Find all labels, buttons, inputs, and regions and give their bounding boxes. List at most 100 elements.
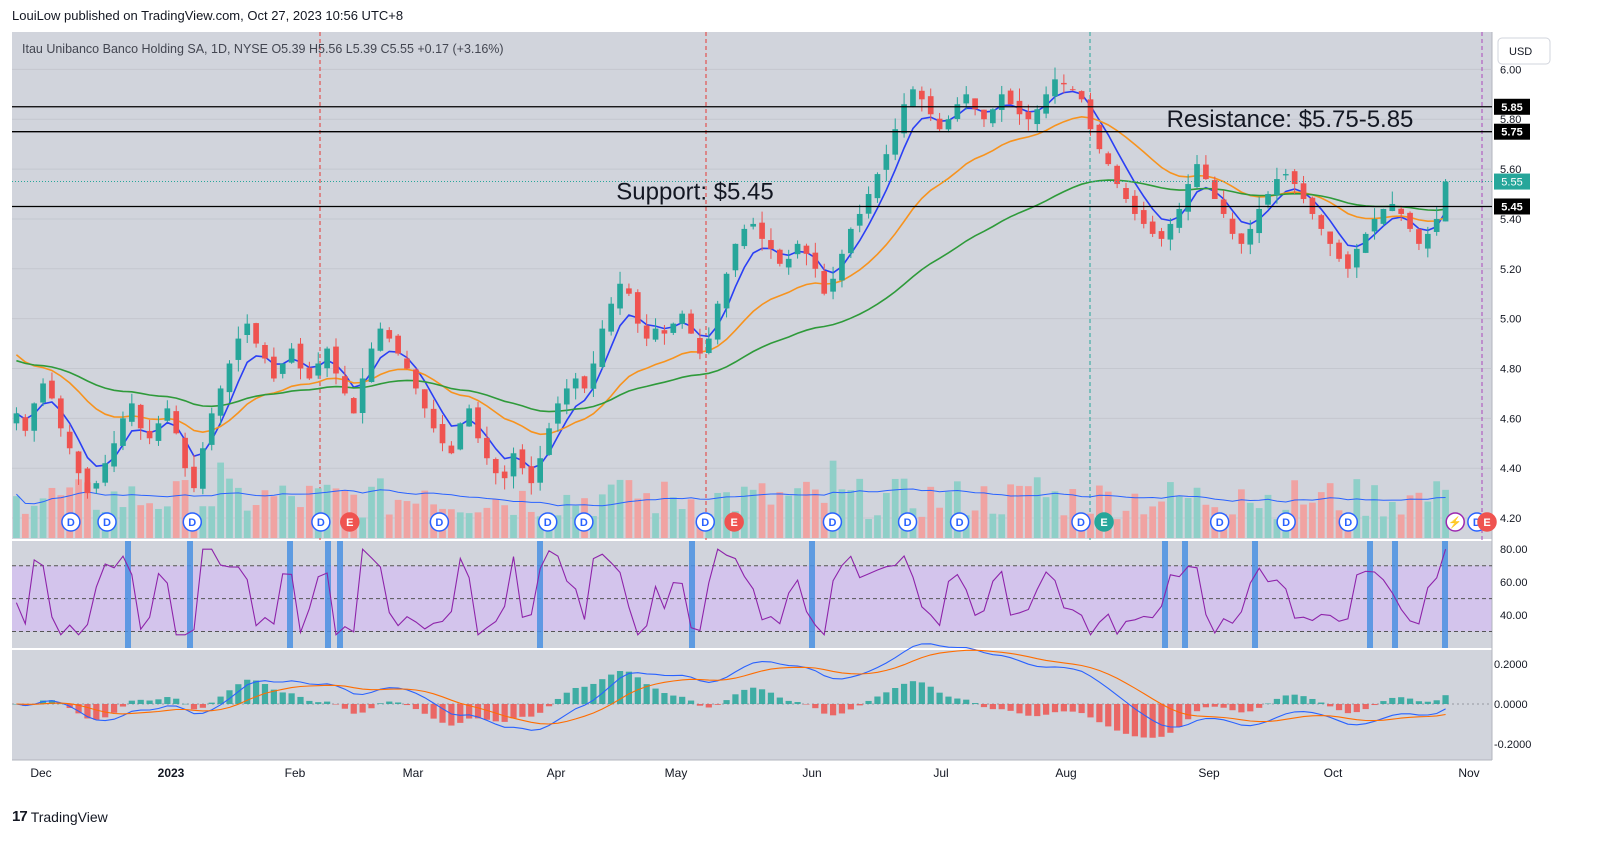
volume-bar bbox=[723, 492, 730, 538]
candle-body bbox=[1282, 174, 1289, 176]
macd-histogram-bar bbox=[821, 704, 828, 714]
macd-histogram-bar bbox=[661, 693, 668, 704]
volume-bar bbox=[1442, 489, 1449, 538]
marker-label: E bbox=[346, 517, 353, 529]
dividend-marker[interactable]: D bbox=[1209, 512, 1230, 532]
marker-circle bbox=[1445, 512, 1465, 532]
rsi-signal-highlight bbox=[337, 541, 343, 648]
candle bbox=[501, 465, 508, 490]
macd-histogram-bar bbox=[1185, 704, 1192, 720]
candle bbox=[776, 248, 783, 267]
candle bbox=[173, 405, 180, 435]
candle-body bbox=[57, 398, 64, 429]
volume-bar bbox=[243, 510, 251, 538]
candle bbox=[102, 454, 109, 487]
macd-histogram-bar bbox=[39, 700, 47, 704]
macd-histogram-bar bbox=[1176, 704, 1183, 728]
marker-circle bbox=[97, 512, 117, 532]
candle-body bbox=[785, 258, 792, 268]
candle bbox=[208, 407, 215, 451]
dividend-marker[interactable]: D bbox=[949, 512, 970, 532]
dividend-marker[interactable]: D bbox=[429, 512, 450, 532]
tradingview-footer[interactable]: 17 TradingView bbox=[12, 808, 108, 825]
macd-histogram-bar bbox=[687, 700, 695, 704]
dividend-marker[interactable]: D bbox=[574, 512, 594, 532]
volume-bar bbox=[1096, 485, 1103, 538]
macd-histogram-bar bbox=[892, 688, 899, 704]
candle-body bbox=[1096, 124, 1103, 150]
earnings-marker[interactable]: E bbox=[1094, 512, 1114, 532]
macd-histogram-bar bbox=[57, 703, 64, 705]
volume-bar bbox=[634, 498, 642, 538]
dividend-marker[interactable]: D bbox=[61, 512, 81, 532]
earnings-marker[interactable]: E bbox=[1477, 512, 1497, 532]
candle-body bbox=[1061, 82, 1067, 85]
candle bbox=[244, 314, 251, 343]
volume-bar bbox=[874, 515, 881, 538]
candle bbox=[484, 426, 490, 465]
volume-bar bbox=[527, 511, 535, 538]
dividend-marker[interactable]: D bbox=[1071, 512, 1091, 532]
candle-body bbox=[22, 417, 29, 431]
volume-bar bbox=[625, 480, 633, 538]
candle bbox=[847, 227, 854, 259]
candle-body bbox=[874, 174, 881, 199]
marker-label: D bbox=[1344, 517, 1352, 529]
candle bbox=[1389, 191, 1396, 212]
candle-body bbox=[1069, 89, 1076, 91]
volume-bar bbox=[989, 513, 997, 538]
macd-histogram-bar bbox=[1238, 704, 1245, 713]
dividend-marker[interactable]: D bbox=[695, 512, 716, 532]
rsi-signal-highlight bbox=[125, 541, 131, 648]
macd-histogram-bar bbox=[1193, 704, 1201, 712]
candle bbox=[279, 363, 286, 379]
marker-circle bbox=[822, 512, 843, 532]
macd-histogram-bar bbox=[48, 700, 56, 704]
rsi-signal-highlight bbox=[287, 541, 293, 648]
candle-body bbox=[1398, 208, 1405, 214]
macd-histogram-bar bbox=[1291, 694, 1298, 704]
earnings-marker[interactable]: E bbox=[724, 512, 744, 532]
macd-histogram-bar bbox=[954, 698, 961, 704]
dividend-marker[interactable]: D bbox=[897, 512, 918, 532]
dividend-marker[interactable]: D bbox=[97, 512, 117, 532]
candle-body bbox=[723, 273, 730, 309]
candle bbox=[981, 109, 987, 127]
dividend-marker[interactable]: D bbox=[1338, 512, 1359, 532]
candle-body bbox=[492, 459, 499, 474]
dividend-marker[interactable]: D bbox=[182, 512, 203, 532]
dividend-marker[interactable]: D bbox=[1276, 512, 1296, 532]
candle bbox=[120, 411, 126, 451]
marker-circle bbox=[1276, 512, 1296, 532]
candle bbox=[803, 243, 810, 266]
macd-histogram-bar bbox=[847, 704, 854, 710]
candle bbox=[617, 271, 623, 315]
candle-body bbox=[102, 463, 109, 483]
currency-button[interactable]: USD bbox=[1497, 37, 1551, 65]
candle-body bbox=[1336, 242, 1342, 259]
macd-tick-label: 0.0000 bbox=[1494, 699, 1528, 711]
price-axis[interactable] bbox=[1492, 32, 1560, 792]
split-marker[interactable]: ⚡ bbox=[1445, 512, 1465, 532]
macd-histogram-bar bbox=[421, 704, 428, 714]
volume-bar bbox=[1131, 493, 1139, 538]
dividend-marker[interactable]: D bbox=[538, 512, 558, 532]
macd-tick-label: 0.2000 bbox=[1494, 659, 1528, 671]
price-pane[interactable] bbox=[12, 32, 1492, 539]
candle-body bbox=[1380, 208, 1387, 224]
price-tick-label: 5.40 bbox=[1500, 214, 1521, 226]
dividend-marker[interactable]: D bbox=[822, 512, 843, 532]
earnings-marker[interactable]: E bbox=[340, 512, 360, 532]
candle-body bbox=[173, 411, 180, 434]
candle-body bbox=[1345, 254, 1351, 269]
volume-bar bbox=[1016, 485, 1023, 538]
candle bbox=[1149, 215, 1156, 238]
macd-histogram-bar bbox=[377, 703, 384, 704]
macd-histogram-bar bbox=[696, 704, 704, 706]
macd-histogram-bar bbox=[261, 684, 269, 704]
candle-body bbox=[732, 243, 739, 271]
dividend-marker[interactable]: D bbox=[311, 512, 331, 532]
macd-pane[interactable] bbox=[12, 650, 1492, 760]
